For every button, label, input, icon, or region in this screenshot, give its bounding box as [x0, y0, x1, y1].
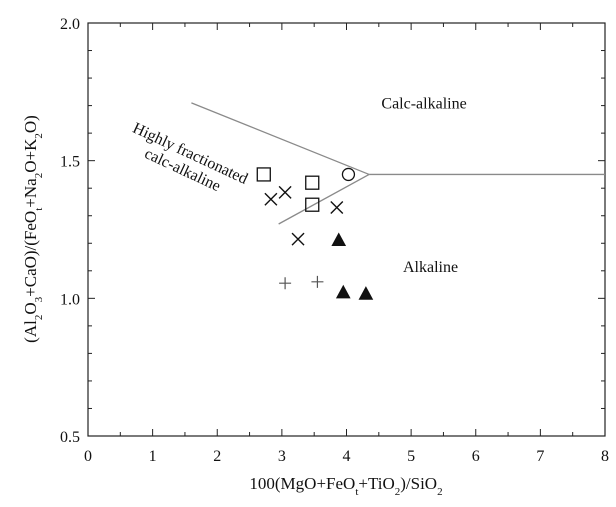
- cross-marker: [278, 185, 292, 199]
- y-tick-label: 2.0: [60, 16, 80, 33]
- y-tick-label: 0.5: [60, 429, 80, 446]
- x-tick-label: 3: [278, 448, 286, 465]
- cross-marker: [330, 200, 344, 214]
- x-tick-label: 0: [84, 448, 92, 465]
- y-tick-label: 1.0: [60, 291, 80, 308]
- square-marker: [305, 175, 320, 190]
- triangle-marker: [335, 284, 351, 299]
- x-axis-title: 100(MgO+FeOt+TiO2)/SiO2: [249, 474, 442, 498]
- cross-marker: [291, 232, 305, 246]
- cross-marker: [264, 192, 278, 206]
- x-tick-label: 2: [213, 448, 221, 465]
- plot-frame: [87, 22, 606, 437]
- region-label-2: Highly fractionatedcalc-alkaline: [122, 120, 250, 204]
- x-tick-label: 4: [343, 448, 351, 465]
- circle-marker: [341, 167, 356, 182]
- boundary-line-3: [278, 173, 370, 225]
- x-tick-label: 7: [536, 448, 544, 465]
- x-tick-label: 8: [601, 448, 609, 465]
- plus-marker: [279, 277, 292, 290]
- square-marker: [305, 197, 320, 212]
- y-axis-title: (Al2O3+CaO)/(FeOt+Na2O+K2O): [21, 115, 45, 343]
- region-label-1: Calc-alkaline: [381, 95, 466, 112]
- x-tick-label: 6: [472, 448, 480, 465]
- x-tick-label: 5: [407, 448, 415, 465]
- plus-marker: [311, 275, 324, 288]
- boundary-line-1: [191, 102, 370, 176]
- square-marker: [256, 167, 271, 182]
- triangle-marker: [331, 232, 347, 247]
- triangle-marker: [358, 286, 374, 300]
- y-tick-label: 1.5: [60, 154, 80, 171]
- region-label-3: Alkaline: [403, 259, 458, 276]
- x-tick-label: 1: [149, 448, 157, 465]
